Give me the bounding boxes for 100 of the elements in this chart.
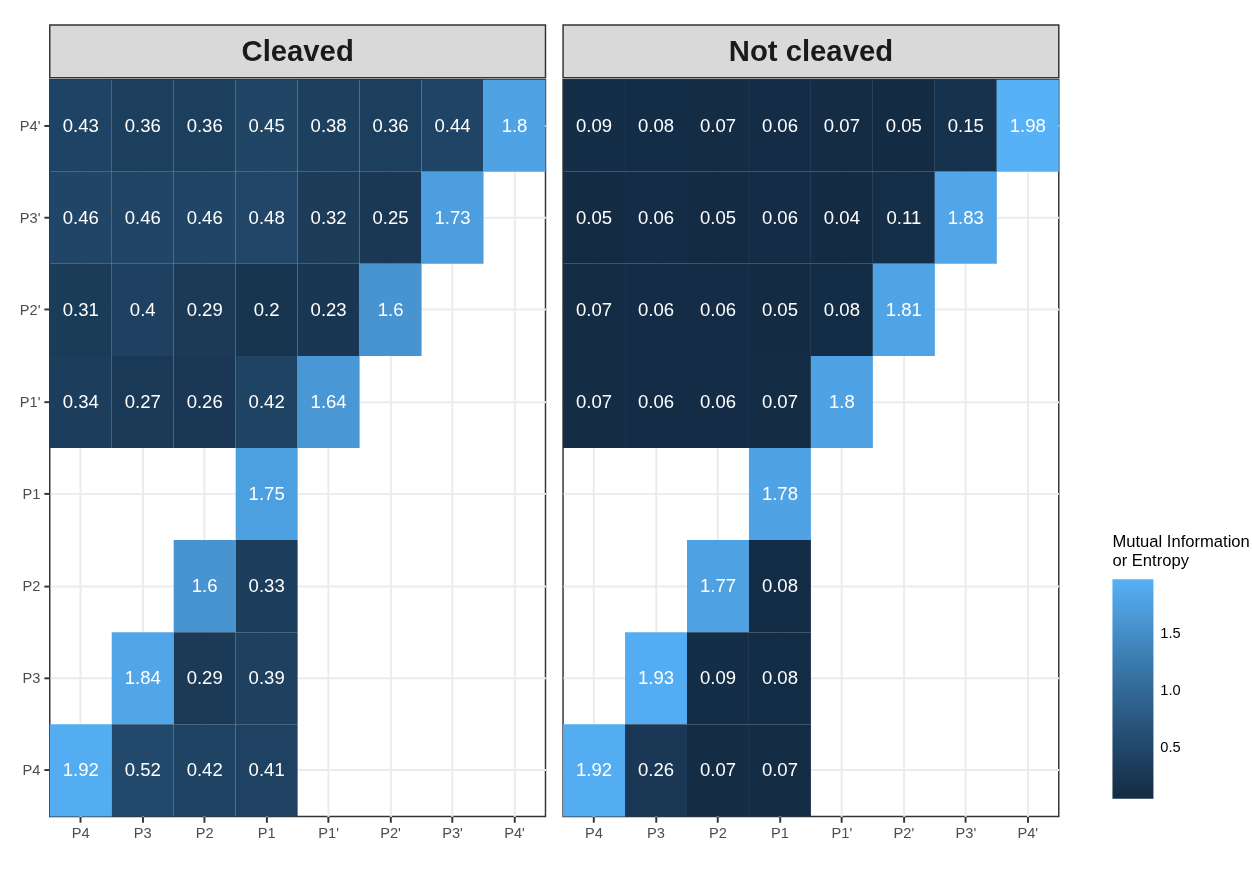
data-label: 0.07	[761, 390, 798, 412]
data-label: 0.08	[761, 667, 798, 689]
data-label: 1.64	[310, 390, 347, 412]
data-label: 0.05	[699, 206, 737, 228]
data-label: 1.6	[377, 298, 404, 320]
data-label: 1.8	[829, 390, 855, 412]
data-label: 0.39	[248, 667, 285, 689]
x-tick-label: P4'	[1017, 825, 1039, 842]
data-label: 0.42	[186, 759, 223, 781]
data-label: 1.6	[191, 575, 218, 597]
x-tick-label: P2'	[380, 825, 402, 842]
data-label: 1.81	[885, 298, 922, 320]
data-label: 0.26	[637, 759, 675, 781]
data-label: 1.92	[62, 759, 99, 781]
x-tick-label: P4'	[504, 825, 526, 842]
x-tick-label: P1	[257, 825, 276, 842]
data-label: 0.09	[699, 667, 737, 689]
data-label: 0.06	[637, 390, 675, 412]
data-label: 0.32	[310, 206, 347, 228]
data-label: 0.07	[576, 390, 613, 412]
data-label: 0.41	[248, 759, 285, 781]
data-label: 0.06	[699, 390, 737, 412]
data-label: 0.04	[823, 206, 860, 228]
data-label: 0.27	[124, 390, 161, 412]
x-tick-label: P3'	[442, 825, 464, 842]
y-tick-label: P2	[22, 578, 41, 595]
data-label: 0.4	[129, 298, 156, 320]
y-tick-label: P3'	[19, 209, 41, 226]
data-label: 1.83	[947, 206, 984, 228]
x-tick-label: P2	[195, 825, 214, 842]
data-label: 0.05	[885, 114, 922, 136]
data-label: 0.2	[253, 298, 280, 320]
y-tick-label: P1	[22, 485, 41, 502]
data-label: 0.08	[761, 575, 798, 597]
chart-title: Cleaved	[241, 35, 354, 68]
x-tick-label: P2	[709, 825, 727, 842]
data-label: 0.07	[699, 114, 737, 136]
data-label: 0.34	[62, 390, 99, 412]
data-label: 1.73	[434, 206, 471, 228]
data-label: 1.84	[124, 667, 161, 689]
data-label: 0.42	[248, 390, 285, 412]
y-tick-label: P3	[22, 670, 41, 687]
x-tick-label: P3'	[955, 825, 977, 842]
data-label: 0.06	[761, 206, 798, 228]
data-label: 0.29	[186, 667, 223, 689]
data-label: 0.48	[248, 206, 285, 228]
color-bar-label: 1.5	[1160, 625, 1181, 642]
data-label: 0.15	[947, 114, 984, 136]
data-label: 0.07	[823, 114, 860, 136]
data-label: 1.98	[1009, 114, 1046, 136]
data-label: 0.43	[62, 114, 99, 136]
chart-title: Not cleaved	[728, 35, 894, 68]
data-label: 1.93	[637, 667, 675, 689]
data-label: 0.09	[576, 114, 613, 136]
y-tick-label: P4	[22, 762, 41, 779]
data-label: 0.07	[761, 759, 798, 781]
data-label: 0.26	[186, 390, 223, 412]
data-label: 0.06	[761, 114, 798, 136]
data-label: 0.25	[372, 206, 409, 228]
y-tick-label: P2'	[19, 301, 41, 318]
data-label: 0.38	[310, 114, 347, 136]
data-label: 0.33	[248, 575, 285, 597]
data-label: 0.46	[62, 206, 99, 228]
data-label: 1.77	[699, 575, 737, 597]
data-label: 0.08	[637, 114, 675, 136]
data-label: 0.08	[823, 298, 860, 320]
color-bar-title: Mutual Information or Entropy	[1112, 532, 1250, 570]
data-label: 1.8	[501, 114, 528, 136]
data-label: 0.36	[372, 114, 409, 136]
data-label: 0.06	[637, 298, 675, 320]
data-label: 0.46	[124, 206, 161, 228]
x-tick-label: P4	[71, 825, 90, 842]
data-label: 0.46	[186, 206, 223, 228]
x-tick-label: P4	[585, 825, 603, 842]
x-tick-label: P1'	[318, 825, 340, 842]
color-bar-label: 0.5	[1160, 738, 1181, 755]
data-label: 0.07	[576, 298, 613, 320]
y-tick-label: P1'	[19, 393, 41, 410]
data-label: 1.92	[576, 759, 613, 781]
data-label: 0.36	[124, 114, 161, 136]
color-bar-label: 1.0	[1160, 682, 1181, 699]
data-label: 0.36	[186, 114, 223, 136]
data-label: 0.29	[186, 298, 223, 320]
data-label: 0.05	[576, 206, 613, 228]
data-label: 0.23	[310, 298, 347, 320]
x-tick-label: P2'	[893, 825, 915, 842]
data-label: 0.45	[248, 114, 285, 136]
x-tick-label: P3	[133, 825, 152, 842]
data-label: 0.06	[637, 206, 675, 228]
y-tick-label: P4'	[19, 117, 41, 134]
data-label: 1.78	[761, 482, 798, 504]
data-label: 0.11	[886, 206, 922, 228]
x-tick-label: P1	[770, 825, 789, 842]
data-label: 0.31	[62, 298, 99, 320]
data-label: 1.75	[248, 482, 285, 504]
data-label: 0.44	[434, 114, 471, 136]
data-label: 0.05	[761, 298, 798, 320]
data-label: 0.06	[699, 298, 737, 320]
data-label: 0.07	[699, 759, 737, 781]
x-tick-label: P3	[647, 825, 665, 842]
